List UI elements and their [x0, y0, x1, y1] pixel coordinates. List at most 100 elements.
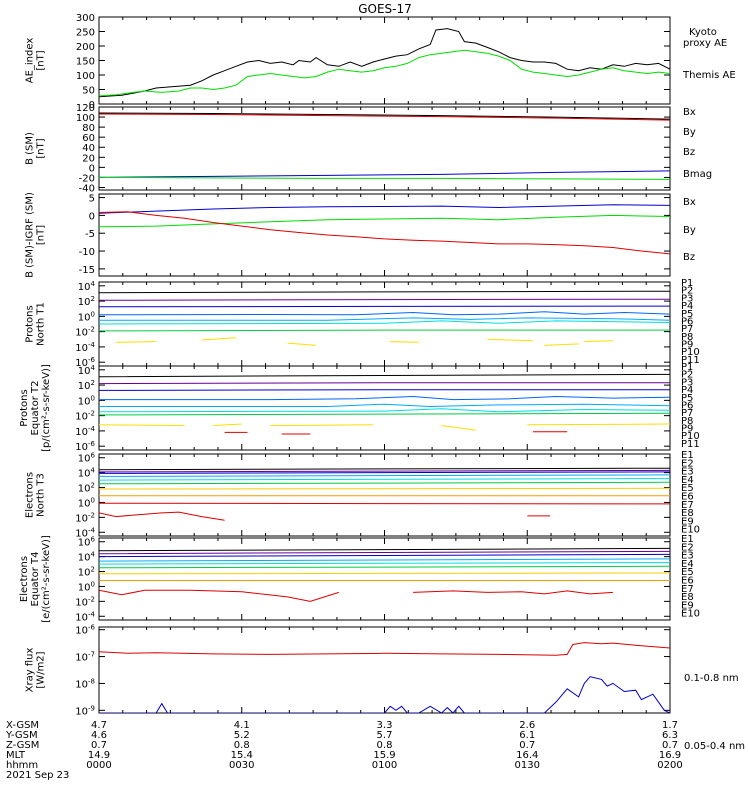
ephemeris-row-label: MLT — [6, 750, 26, 761]
series-line-p2 — [99, 298, 670, 301]
y-tick-label: 250 — [76, 28, 95, 39]
legend-entry: Themis AE — [682, 70, 736, 81]
legend-entry: E10 — [681, 609, 700, 620]
y-tick-label: 0 — [89, 163, 95, 174]
legend-entry: E8 — [681, 592, 694, 603]
series-line-e10-low — [99, 511, 225, 521]
legend-entry: P3 — [681, 293, 693, 304]
y-axis-label: [p/(cm²-s-sr-keV)] — [41, 364, 52, 452]
y-tick-label: 100 — [78, 394, 95, 407]
series-line-p5 — [99, 403, 670, 408]
series-line-themis-ae — [99, 28, 670, 98]
series-line-p7 — [99, 329, 670, 332]
y-tick-label: 10-2 — [75, 595, 95, 608]
ephemeris-value: 14.9 — [88, 750, 110, 761]
series-line-p8 — [99, 424, 185, 427]
series-line-bz — [99, 113, 670, 121]
series-line-p1 — [99, 373, 670, 378]
ephemeris-value: 16.4 — [516, 750, 538, 761]
y-tick-label: -15 — [79, 265, 95, 276]
legend-entry: E7 — [681, 500, 694, 511]
ephemeris-value: 0.7 — [519, 740, 535, 751]
ephemeris-value: 16.9 — [659, 750, 681, 761]
y-tick-label: 80 — [82, 123, 95, 134]
y-tick-label: 104 — [78, 280, 96, 293]
y-tick-label: 10-9 — [75, 704, 95, 717]
legend-entry: P4 — [681, 301, 693, 312]
y-tick-label: 100 — [78, 310, 95, 323]
ephemeris-value: 4.1 — [234, 720, 250, 731]
series-line-e4 — [99, 558, 670, 562]
legend-entry: P10 — [681, 431, 700, 442]
series-group — [99, 467, 670, 521]
ephemeris-value: 1.7 — [662, 720, 678, 731]
series-line-p8 — [213, 423, 242, 427]
series-group — [99, 112, 670, 180]
series-line-bmag — [99, 112, 670, 120]
y-axis-label: B (SM)-IGRF (SM) — [25, 192, 36, 278]
y-tick-label: 200 — [76, 42, 95, 53]
ephemeris-value: 0130 — [515, 760, 540, 771]
legend-entry: P6 — [681, 400, 693, 411]
series-line-p8 — [584, 340, 613, 343]
y-axis-label: B (SM) — [25, 132, 36, 165]
legend-entry: 0.1-0.8 nm — [684, 673, 739, 684]
ephemeris-value: 0.7 — [91, 740, 107, 751]
series-line-e7 — [99, 487, 670, 490]
series-line-p6 — [99, 408, 670, 413]
ephemeris-value: 0.8 — [234, 740, 250, 751]
legend-entry: P2 — [681, 370, 693, 381]
series-group — [99, 290, 670, 346]
series-line-e2 — [99, 469, 670, 473]
series-line-p3 — [99, 305, 670, 308]
series-line-p1 — [99, 290, 670, 294]
legend-entry: E6 — [681, 491, 694, 502]
series-line-e3 — [99, 553, 670, 558]
series-line-e1 — [99, 467, 670, 471]
ephemeris-value: 15.4 — [231, 750, 253, 761]
ephemeris-row-label: Z-GSM — [6, 740, 39, 751]
legend-entry: P5 — [681, 309, 693, 320]
y-axis-label: [e/(cm²-s-sr-keV)] — [41, 535, 52, 623]
legend-entry: P3 — [681, 377, 693, 388]
series-line-e7 — [99, 572, 670, 575]
legend: 0.1-0.8 nm 0.05-0.4 nm — [684, 673, 745, 752]
legend-entry: P8 — [681, 332, 693, 343]
series-line-p8 — [116, 341, 157, 343]
y-tick-label: 10-4 — [75, 610, 95, 623]
series-group — [99, 642, 670, 713]
panel-xray: 10-9 10-8 10-7 10-6 Xray flux [W/m2] 0.1-0.8 n… — [25, 624, 746, 752]
series-line-bx — [99, 170, 670, 178]
ephemeris-value: 0100 — [372, 760, 397, 771]
y-tick-label: 50 — [82, 86, 95, 97]
series-line-0-1-0-8-nm — [99, 642, 670, 656]
series-group — [99, 28, 670, 98]
ephemeris-value: 3.3 — [377, 720, 393, 731]
panel-bdiff: -15 -10 -5 0 5 B (SM)-IGRF (SM) [nT] Bx By Bz — [25, 192, 696, 278]
y-tick-label: 104 — [78, 467, 96, 480]
y-tick-label: -5 — [85, 229, 95, 240]
series-line-p4 — [99, 311, 670, 316]
legend-entry: P10 — [681, 347, 700, 358]
y-axis-label: [W/m2] — [36, 651, 47, 688]
legend-entry: P11 — [681, 355, 700, 366]
ephemeris-date: 2021 Sep 23 — [6, 770, 69, 781]
legend-entry: P5 — [681, 393, 693, 404]
y-tick-label: 106 — [78, 536, 96, 549]
series-line-e4 — [99, 474, 670, 477]
y-axis-label: [nT] — [36, 138, 47, 158]
ephemeris-row-label: X-GSM — [6, 720, 39, 731]
series-line-by — [99, 176, 670, 180]
y-tick-label: 10-2 — [75, 410, 95, 423]
y-tick-label: 60 — [82, 133, 95, 144]
y-axis-label: [nT] — [36, 50, 47, 70]
ephemeris-value: 4.7 — [91, 720, 107, 731]
series-group — [99, 204, 670, 255]
legend-entry: E10 — [681, 525, 700, 536]
legend-entry: P4 — [681, 385, 693, 396]
series-line-p8 — [441, 425, 476, 431]
y-axis-label: Protons — [19, 389, 30, 426]
